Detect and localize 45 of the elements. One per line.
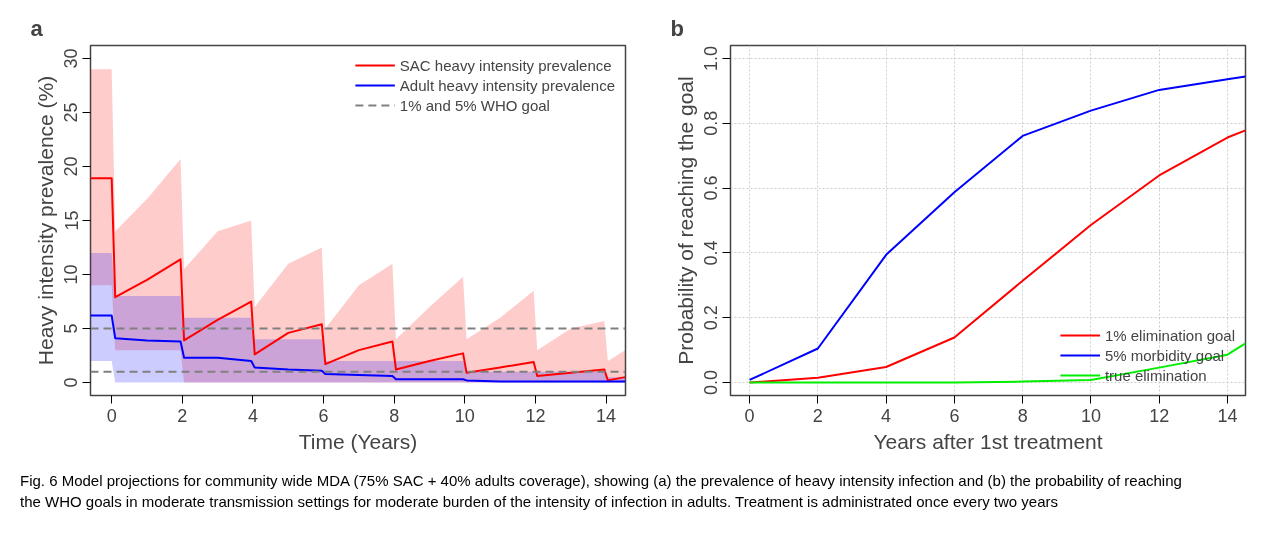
x-tick-label: 8 [389,405,400,426]
legend-label: 1% elimination goal [1104,326,1235,344]
x-tick-label: 0 [106,405,117,426]
x-tick-label: 2 [812,405,823,426]
x-tick-label: 14 [1217,405,1238,426]
x-tick-label: 12 [525,405,546,426]
x-tick-label: 14 [596,405,617,426]
x-tick-label: 2 [177,405,188,426]
y-tick-label: 10 [61,264,82,285]
x-tick-label: 4 [881,405,892,426]
x-axis-title: Time (Years) [298,429,418,453]
y-tick-label: 5 [61,323,82,334]
y-tick-label: 30 [61,48,82,69]
chart-title: a [30,15,44,41]
x-tick-label: 8 [1017,405,1028,426]
x-tick-label: 0 [744,405,755,426]
y-tick-label: 15 [61,210,82,231]
y-axis-title: Probability of reaching the goal [673,76,697,365]
y-tick-label: 0.8 [701,110,722,136]
line-series [748,342,1246,384]
y-tick-label: 25 [61,102,82,123]
y-tick-label: 0 [61,377,82,388]
y-tick-label: 0.0 [701,370,722,396]
x-tick-label: 12 [1149,405,1170,426]
x-tick-label: 10 [454,405,475,426]
legend-label: 1% and 5% WHO goal [399,96,550,114]
y-tick-label: 0.4 [701,240,722,266]
line-series [90,177,626,382]
x-tick-label: 6 [318,405,329,426]
line-series [90,314,626,383]
y-axis-title: Heavy intensity prevalence (%) [33,75,57,366]
line-series [748,129,1246,384]
line-series [748,75,1246,381]
y-tick-label: 20 [61,156,82,177]
legend-label: SAC heavy intensity prevalence [399,56,612,74]
chart-title: b [670,15,684,41]
x-axis-title: Years after 1st treatment [873,429,1103,453]
x-tick-label: 4 [247,405,258,426]
y-tick-label: 0.2 [701,305,722,331]
y-tick-label: 0.6 [701,175,722,201]
x-tick-label: 10 [1080,405,1101,426]
caption: Fig. 6 Model projections for community wide MDA (75% SAC + 40% adults coverage), showing (a) the prevalence of heavy intensity infection and (b) the probability of reaching the WHO goals in moderate transmission settings for moderate burden of the intensity of infection in adults. Treatment is administrated once every two years [20,471,1183,512]
y-tick-label: 1.0 [701,45,722,71]
legend-label: Adult heavy intensity prevalence [399,76,615,94]
x-tick-label: 6 [949,405,960,426]
